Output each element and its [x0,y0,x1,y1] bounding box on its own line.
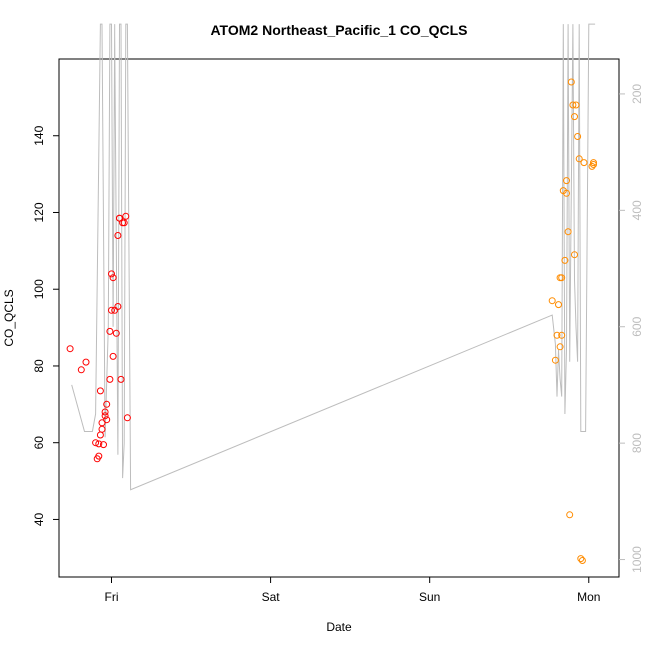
data-point-orange [577,555,585,563]
data-point-red [108,270,115,278]
y-tick-label: 140 [32,125,46,145]
data-point-red [122,212,130,220]
data-point-red [108,306,115,314]
y-axis-left: 40 60 80 100 120 140 [32,125,59,526]
y-axis-label: CO_QCLS [2,289,16,346]
data-point-red [109,274,117,282]
data-point-red [123,414,131,422]
plot-box [58,58,620,578]
data-point-orange [572,101,580,109]
data-point-orange [561,256,569,264]
data-point-orange [590,159,597,167]
data-point-orange [567,78,575,86]
data-point-orange [571,251,578,259]
data-point-orange [548,297,556,305]
data-point-orange [551,356,559,364]
data-point-red [109,352,117,360]
data-point-orange [556,343,564,351]
data-point-orange [566,511,574,519]
data-point-orange [558,331,566,339]
data-point-red [114,303,122,310]
data-point-red [120,219,128,227]
data-point-orange [588,162,596,170]
y-axis-right: 200 400 600 800 1000 [619,84,644,573]
data-point-orange [571,113,578,121]
data-point-red [117,375,125,383]
data-point-red [98,419,106,427]
data-point-red [101,408,109,416]
y-tick-label: 100 [32,279,46,299]
data-point-red [101,412,109,420]
points-layer [66,78,597,564]
x-tick-label: Sat [262,590,281,604]
y2-tick-label: 800 [630,433,644,453]
x-axis-label: Date [326,620,352,634]
chart-title: ATOM2 Northeast_Pacific_1 CO_QCLS [210,22,467,38]
data-point-red [98,425,106,433]
data-point-orange [590,161,597,168]
data-point-red [95,440,103,448]
altitude-line-layer [71,23,596,491]
data-point-orange [558,274,566,282]
y-tick-label: 120 [32,202,46,222]
data-point-red [96,387,104,395]
data-point-orange [574,133,582,140]
y2-tick-label: 400 [630,200,644,220]
y2-tick-label: 200 [630,84,644,104]
data-point-orange [569,101,577,109]
y2-tick-label: 1000 [630,546,644,573]
data-point-red [114,232,122,239]
data-point-orange [563,177,570,185]
data-point-orange [578,557,586,564]
data-point-red [66,345,74,353]
x-tick-label: Mon [577,590,600,604]
data-point-red [103,400,111,408]
data-point-orange [564,228,572,236]
x-tick-label: Sun [419,590,440,604]
y-tick-label: 60 [32,436,46,450]
data-point-red [103,416,111,424]
data-point-red [82,358,90,366]
data-point-red [96,431,104,439]
data-point-orange [575,155,583,163]
x-tick-label: Fri [105,590,119,604]
data-point-red [77,366,85,374]
data-point-red [100,441,107,449]
data-point-red [106,375,114,383]
data-point-red [92,439,100,447]
data-point-orange [563,189,570,197]
x-axis: Fri Sat Sun Mon [105,577,600,604]
altitude-line [71,23,596,491]
data-point-red [106,327,114,335]
y-tick-label: 40 [32,512,46,526]
data-point-orange [555,301,562,309]
data-point-orange [553,331,561,339]
data-point-red [95,452,103,460]
data-point-orange [580,159,588,167]
y-tick-label: 80 [32,359,46,373]
y2-tick-label: 600 [630,316,644,336]
data-point-red [112,329,120,337]
